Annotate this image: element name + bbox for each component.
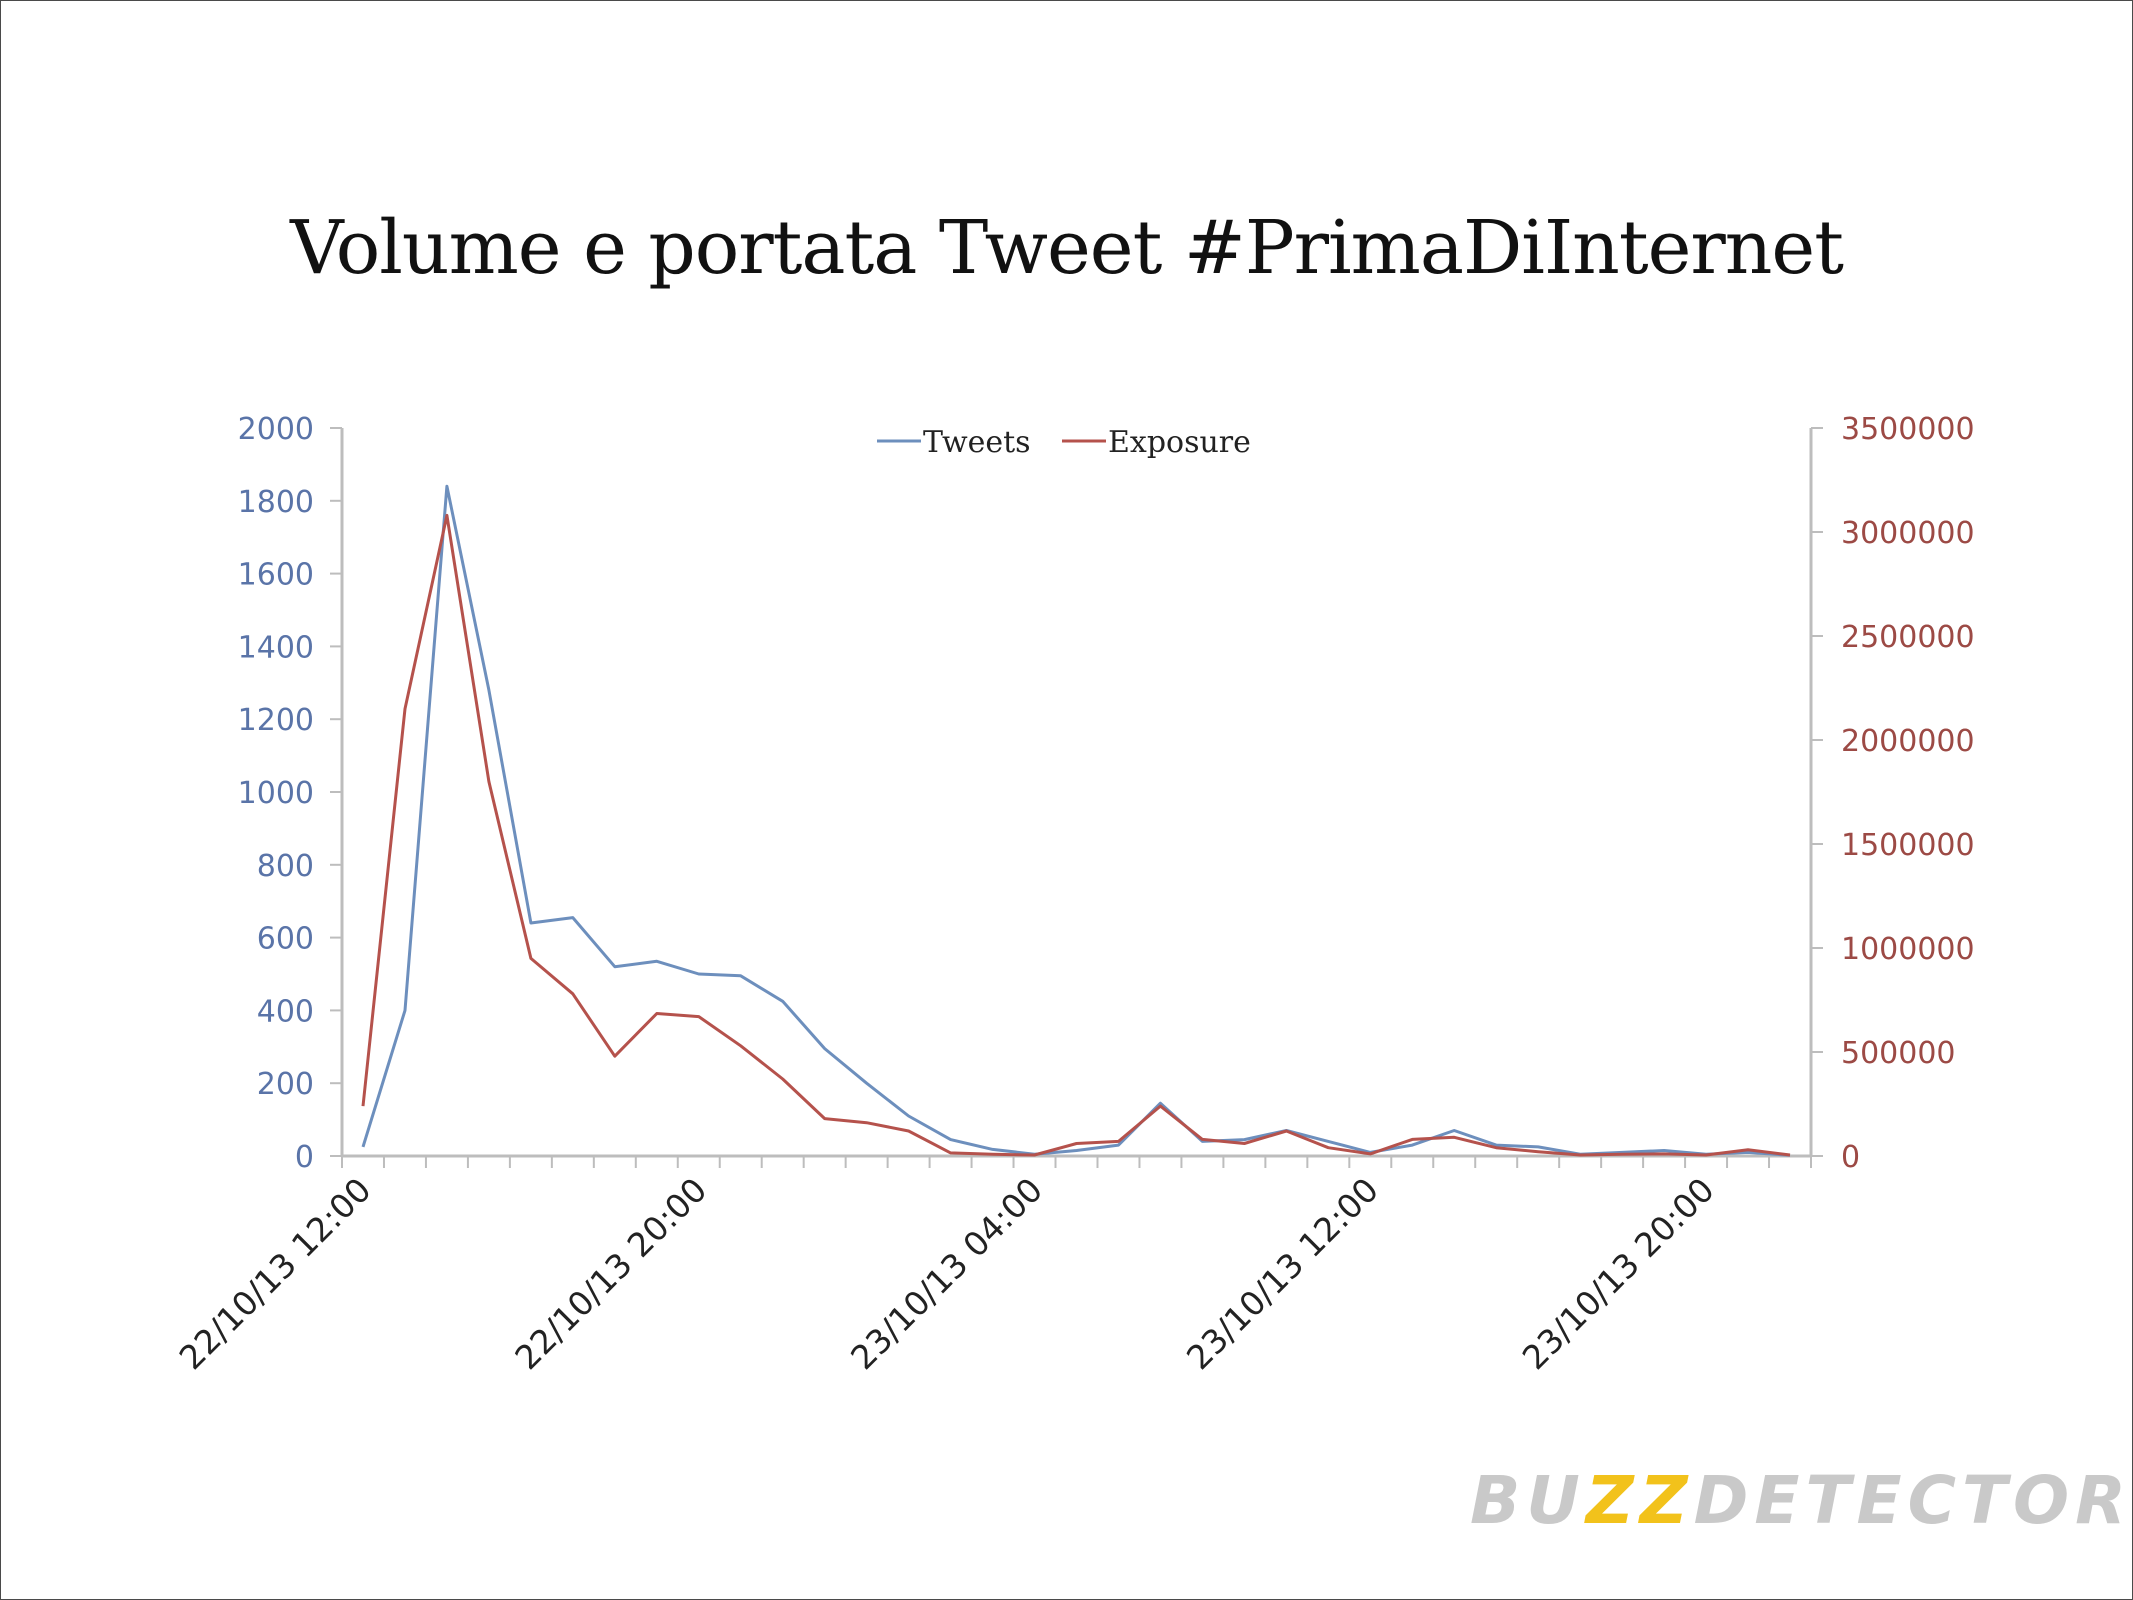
y-right-tick-label: 1500000 [1841,828,1975,863]
y-right-tick-label: 2500000 [1841,620,1975,655]
y-left-tick-label: 1600 [238,558,314,593]
x-tick-label: 23/10/13 20:00 [1515,1170,1722,1377]
y-right-tick-label: 1000000 [1841,932,1975,967]
series-line-tweets [361,484,1791,1157]
y-left-tick-label: 0 [295,1140,314,1175]
y-left-tick-label: 400 [257,994,314,1029]
y-right-tick-label: 3500000 [1841,412,1975,447]
y-left-tick-label: 600 [257,922,314,957]
y-left-tick-label: 1000 [238,776,314,811]
y-right-tick-label: 0 [1841,1140,1860,1175]
y-left-tick-label: 200 [257,1067,314,1102]
x-tick-label: 23/10/13 12:00 [1179,1170,1386,1377]
y-right-tick-label: 3000000 [1841,516,1975,551]
y-left-tick-label: 1200 [238,703,314,738]
y-left-tick-label: 1800 [238,485,314,520]
chart-title: Volume e portata Tweet #PrimaDiInternet [290,205,1844,291]
y-left-tick-label: 2000 [238,412,314,447]
series-line-exposure [361,513,1791,1157]
legend-label-exposure: Exposure [1108,425,1251,460]
y-right-tick-label: 500000 [1841,1036,1956,1071]
x-tick-label: 22/10/13 20:00 [507,1170,714,1377]
y-left-tick-label: 1400 [238,630,314,665]
buzzdetector-logo: BUZZDETECTOR® [1470,1462,2133,1539]
legend-label-tweets: Tweets [923,425,1031,460]
x-tick-label: 22/10/13 12:00 [172,1170,379,1377]
y-left-tick-label: 800 [257,849,314,884]
y-right-tick-label: 2000000 [1841,724,1975,759]
x-tick-label: 23/10/13 04:00 [843,1170,1050,1377]
